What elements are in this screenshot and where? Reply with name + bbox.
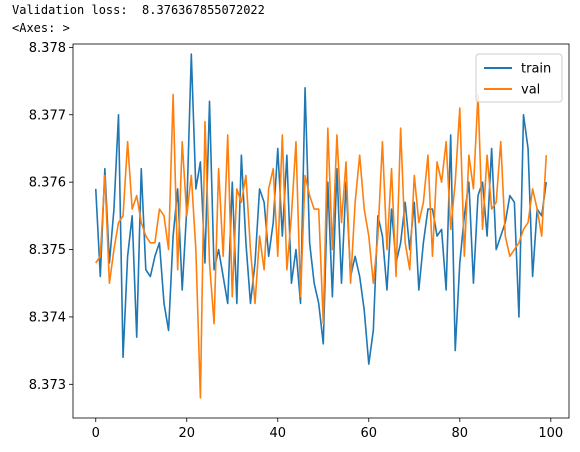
y-tick-label: 8.377 [29, 108, 66, 123]
legend-label-val: val [521, 83, 540, 98]
x-tick-label: 80 [452, 426, 469, 441]
x-tick-label: 0 [92, 426, 100, 441]
y-tick-label: 8.373 [29, 378, 66, 393]
series-line-train [94, 53, 548, 365]
axes-repr-output: <Axes: > [12, 21, 70, 35]
x-tick-label: 60 [361, 426, 378, 441]
x-tick-label: 40 [269, 426, 286, 441]
x-tick-label: 100 [538, 426, 563, 441]
series-line-val [95, 93, 548, 399]
y-tick-label: 8.374 [29, 310, 66, 325]
y-tick-label: 8.376 [29, 176, 66, 191]
axes-frame [72, 43, 570, 419]
legend-label-train: train [521, 62, 551, 77]
y-tick-label: 8.378 [29, 41, 66, 56]
x-tick-label: 20 [178, 426, 195, 441]
y-tick-label: 8.375 [29, 243, 66, 258]
x-axis-ticks: 0 20 40 60 80 100 [92, 418, 563, 441]
y-axis-ticks: 8.373 8.374 8.375 8.376 8.377 8.378 [29, 41, 73, 393]
legend: train val [475, 53, 563, 103]
series-layer [94, 53, 548, 399]
validation-loss-output: Validation loss: 8.376367855072022 [12, 3, 265, 17]
